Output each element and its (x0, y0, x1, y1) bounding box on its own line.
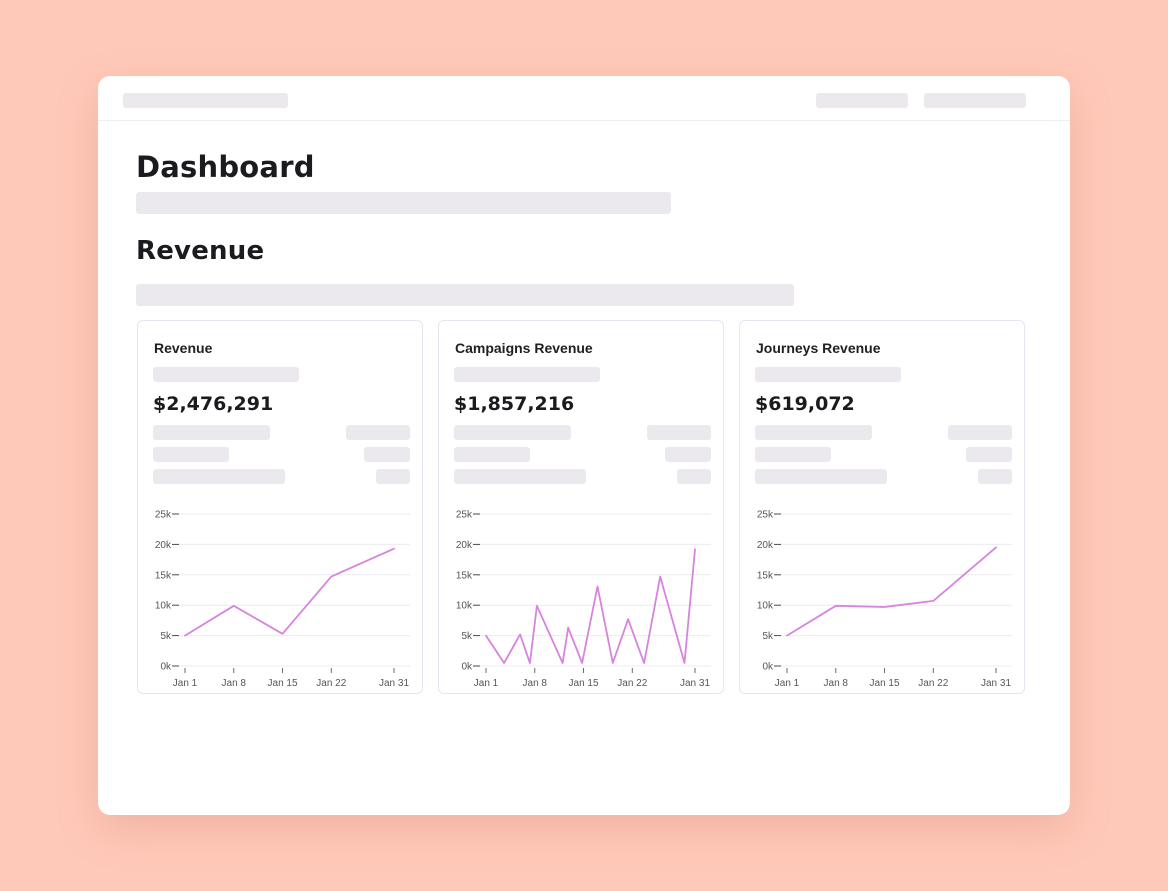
y-tick-label: 25k (456, 510, 473, 521)
metric-value-placeholder (647, 425, 711, 440)
logo-placeholder (123, 93, 288, 108)
metric-label-placeholder (153, 425, 270, 440)
card-title: Campaigns Revenue (455, 340, 593, 356)
metric-label-placeholder (153, 447, 229, 462)
journeys-revenue-line-chart: 0k 5k 10k 15k 20k 25k Jan 1 Jan 8 Jan 15 Jan 22 Ja… (757, 510, 1012, 689)
y-tick-label: 5k (762, 631, 774, 642)
card-subtitle-placeholder (755, 367, 901, 382)
card-subtitle-placeholder (454, 367, 600, 382)
section-title: Revenue (136, 236, 265, 266)
metric-label-placeholder (755, 425, 872, 440)
x-tick-label: Jan 31 (981, 678, 1011, 689)
metric-label-placeholder (755, 447, 831, 462)
revenue-card[interactable]: Revenue $2,476,291 0k 5k 10k 15k 20k 25k Jan 1… (137, 320, 423, 694)
x-tick-label: Jan 8 (824, 678, 849, 689)
x-tick-label: Jan 22 (316, 678, 346, 689)
journeys-revenue-card[interactable]: Journeys Revenue $619,072 0k 5k 10k 15k 20k 2… (739, 320, 1025, 694)
y-tick-label: 10k (757, 601, 774, 612)
y-tick-label: 10k (456, 601, 473, 612)
x-tick-label: Jan 1 (775, 678, 800, 689)
x-tick-label: Jan 22 (617, 678, 647, 689)
x-tick-label: Jan 1 (173, 678, 198, 689)
campaigns-revenue-card[interactable]: Campaigns Revenue $1,857,216 0k 5k 10k 15k 2… (438, 320, 724, 694)
x-tick-label: Jan 31 (379, 678, 409, 689)
metric-value-placeholder (665, 447, 711, 462)
nav-button-placeholder[interactable] (816, 93, 908, 108)
metric-label-placeholder (755, 469, 887, 484)
metric-value-placeholder (948, 425, 1012, 440)
section-description-placeholder (136, 284, 794, 306)
x-tick-label: Jan 22 (918, 678, 948, 689)
y-tick-label: 15k (757, 570, 774, 581)
nav-button-placeholder[interactable] (924, 93, 1026, 108)
revenue-line-chart: 0k 5k 10k 15k 20k 25k Jan 1 Jan 8 Jan 15 Jan 22 Ja… (155, 510, 410, 689)
y-tick-label: 15k (155, 570, 172, 581)
metric-value-placeholder (966, 447, 1012, 462)
metric-value-placeholder (677, 469, 711, 484)
y-tick-label: 0k (762, 662, 774, 673)
card-value: $2,476,291 (153, 393, 274, 415)
metric-value-placeholder (376, 469, 410, 484)
y-tick-label: 20k (757, 540, 774, 551)
x-tick-label: Jan 31 (680, 678, 710, 689)
y-tick-label: 10k (155, 601, 172, 612)
y-tick-label: 20k (155, 540, 172, 551)
metric-value-placeholder (346, 425, 410, 440)
card-title: Journeys Revenue (756, 340, 881, 356)
metric-label-placeholder (454, 425, 571, 440)
x-tick-label: Jan 8 (222, 678, 247, 689)
y-tick-label: 25k (757, 510, 774, 521)
card-value: $619,072 (755, 393, 855, 415)
metric-value-placeholder (364, 447, 410, 462)
series-line (184, 547, 395, 637)
y-tick-label: 5k (461, 631, 473, 642)
y-tick-label: 20k (456, 540, 473, 551)
page-description-placeholder (136, 192, 671, 214)
x-tick-label: Jan 15 (870, 678, 900, 689)
card-value: $1,857,216 (454, 393, 575, 415)
app-window: Dashboard Revenue Revenue $2,476,291 0k 5… (98, 76, 1070, 815)
series-line (786, 546, 997, 637)
y-tick-label: 0k (160, 662, 172, 673)
x-tick-label: Jan 8 (523, 678, 548, 689)
card-subtitle-placeholder (153, 367, 299, 382)
metric-label-placeholder (454, 469, 586, 484)
y-tick-label: 0k (461, 662, 473, 673)
metric-label-placeholder (454, 447, 530, 462)
x-tick-label: Jan 1 (474, 678, 499, 689)
campaigns-revenue-line-chart: 0k 5k 10k 15k 20k 25k Jan 1 Jan 8 Jan 15 Jan 22 Ja… (456, 510, 711, 689)
card-title: Revenue (154, 340, 213, 356)
y-tick-label: 15k (456, 570, 473, 581)
y-tick-label: 5k (160, 631, 172, 642)
y-tick-label: 25k (155, 510, 172, 521)
x-tick-label: Jan 15 (569, 678, 599, 689)
metric-label-placeholder (153, 469, 285, 484)
x-tick-label: Jan 15 (268, 678, 298, 689)
page-title: Dashboard (136, 150, 315, 184)
series-line (485, 548, 696, 664)
top-bar (98, 76, 1070, 121)
metric-value-placeholder (978, 469, 1012, 484)
